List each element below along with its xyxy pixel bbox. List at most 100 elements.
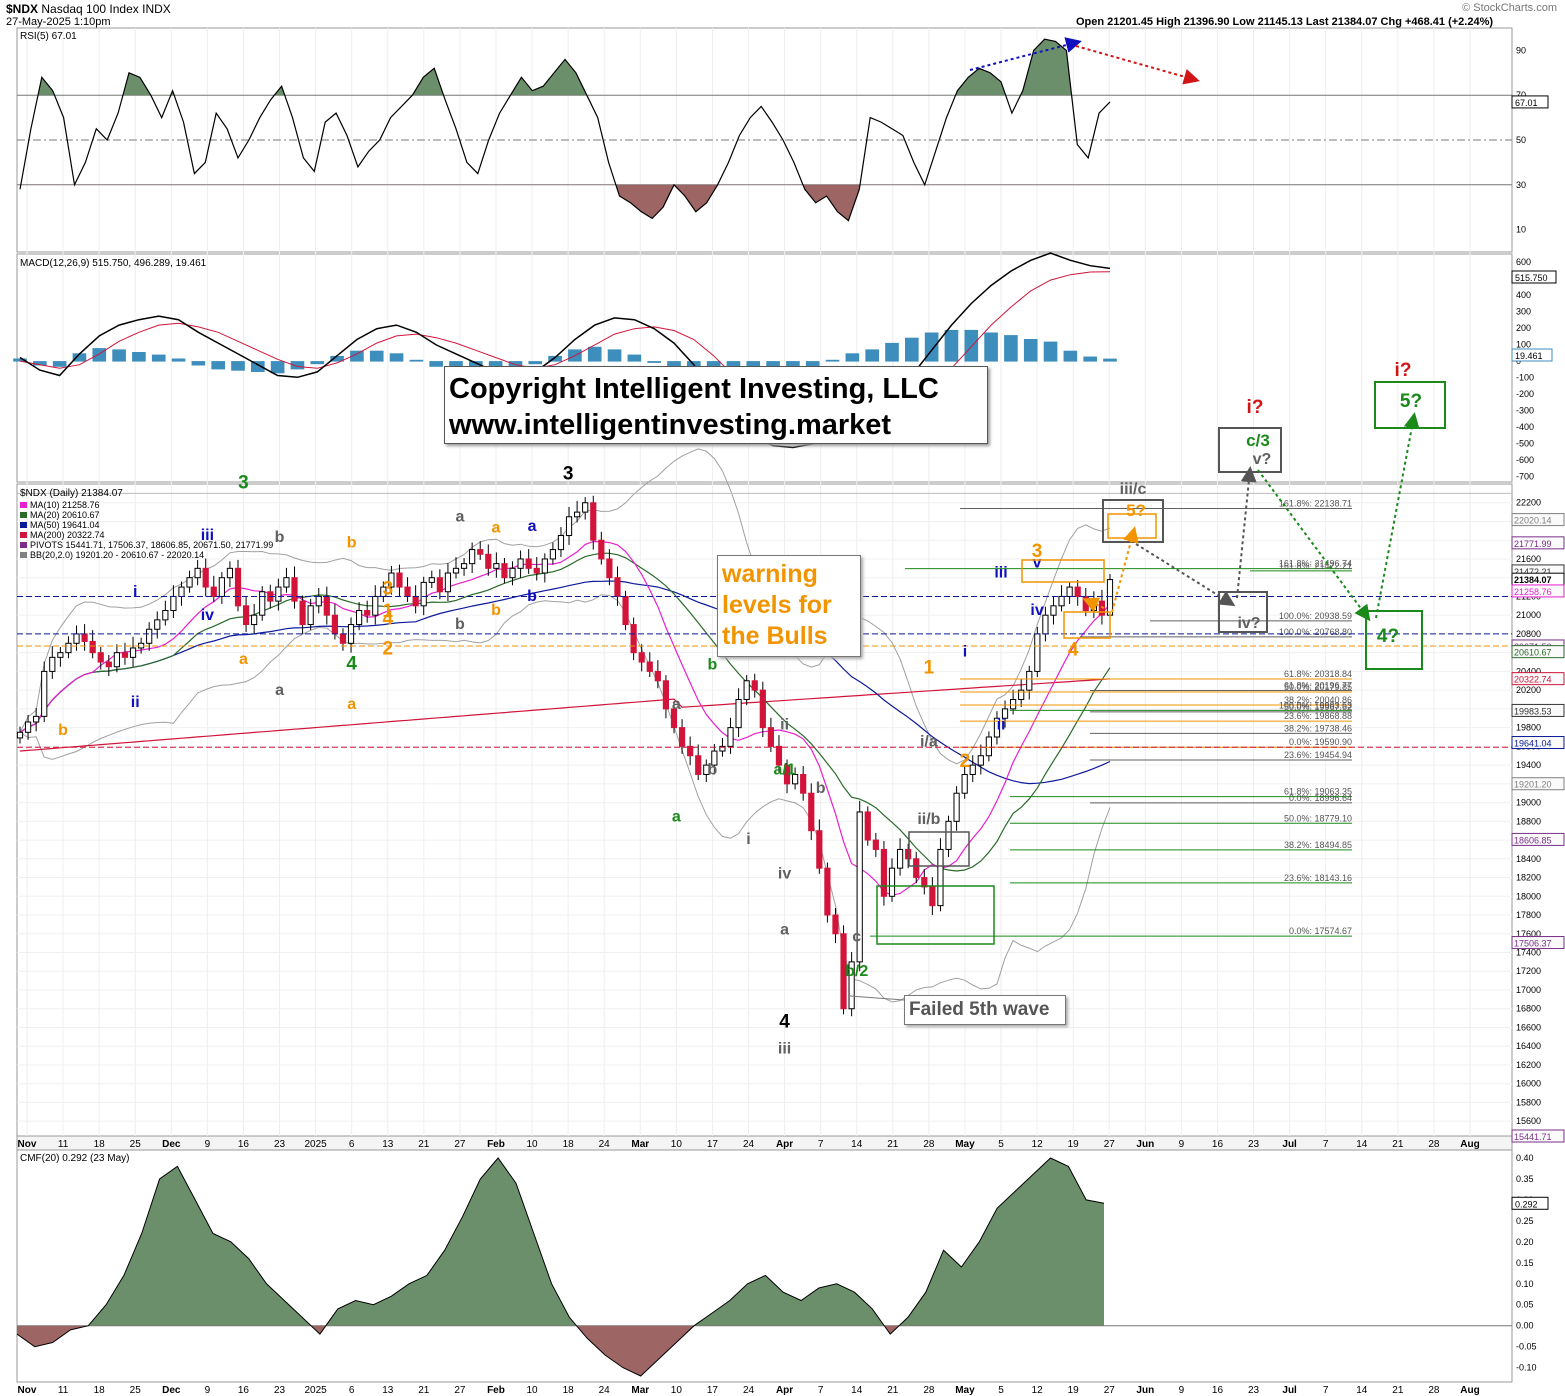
date-tick-label: Mar <box>631 1139 649 1150</box>
candle-body <box>565 516 573 537</box>
chart-date: 27-May-2025 1:10pm <box>6 16 111 28</box>
wave-label: 1 <box>924 657 935 678</box>
date-tick-label: 9 <box>1179 1139 1185 1150</box>
price-tick-label: 17400 <box>1516 948 1541 958</box>
price-tag-box <box>1511 513 1565 527</box>
warning-levels-callout: warning levels for the Bulls <box>717 555 861 657</box>
date-tick-label: 27 <box>454 1139 466 1150</box>
candle-body <box>856 811 863 963</box>
wave-label: 4 <box>779 1011 790 1032</box>
date-tick-label: 19 <box>1068 1139 1080 1150</box>
candle-body <box>670 708 678 729</box>
candle-body <box>202 567 209 588</box>
date-tick-label-bottom: 28 <box>923 1385 935 1396</box>
candle-body <box>1026 670 1033 691</box>
wave-label: iii <box>201 527 214 544</box>
macd-histogram-bar <box>805 361 820 369</box>
candle-body <box>646 661 653 672</box>
macd-last-value: 515.750 <box>1515 273 1548 283</box>
fib-level-label: 50.0%: 18779.10 <box>1284 813 1352 823</box>
candle-body <box>315 595 322 607</box>
price-tick-label: 17000 <box>1516 985 1541 995</box>
wave-label: b <box>708 657 718 674</box>
cmf-positive-area <box>17 1158 1104 1326</box>
wave-label: a <box>780 922 789 939</box>
price-tag-value: 21258.76 <box>1514 587 1552 597</box>
macd-histogram-bar <box>211 361 225 370</box>
fib-level-label: 38.2%: 18494.85 <box>1284 840 1352 850</box>
date-tick-label: 23 <box>1248 1139 1260 1150</box>
macd-tick-label: -700 <box>1516 472 1534 482</box>
macd-histogram-bar <box>369 350 384 362</box>
date-axis-strip <box>16 1135 1513 1151</box>
rsi-tick-label: 90 <box>1516 45 1526 55</box>
candle-body <box>41 670 48 717</box>
watermark-line2: www.intelligentinvesting.market <box>449 409 892 441</box>
candle-body <box>751 680 758 691</box>
price-tick-label: 15600 <box>1516 1116 1541 1126</box>
warning-line3: the Bulls <box>722 622 828 650</box>
wave-label: a <box>528 518 537 535</box>
date-tick-label-bottom: 28 <box>1428 1385 1440 1396</box>
cmf-tick-label: 0.15 <box>1516 1258 1534 1268</box>
candle-body <box>331 614 338 635</box>
date-tick-label-bottom: 18 <box>94 1385 106 1396</box>
candle-body <box>33 715 40 723</box>
price-tag-value: 19983.53 <box>1514 706 1552 716</box>
wave-label: iii <box>778 1041 791 1058</box>
fib-level-label: 23.6%: 18143.16 <box>1284 873 1352 883</box>
rsi-tick-label: 10 <box>1516 225 1526 235</box>
price-tag-value: 19641.04 <box>1514 739 1552 749</box>
fib-level-label: 38.2%: 20040.86 <box>1284 695 1352 705</box>
fib-level-label: 161.8%: 21496.74 <box>1279 559 1352 569</box>
candle-body <box>840 933 847 1010</box>
macd-histogram-bar <box>469 361 483 371</box>
warning-line2: levels for <box>722 591 832 619</box>
price-tick-label: 18400 <box>1516 854 1541 864</box>
legend-swatch <box>20 512 27 518</box>
macd-histogram-bar <box>587 346 602 362</box>
candle-body <box>945 820 952 850</box>
cmf-tick-label: 0.25 <box>1516 1216 1534 1226</box>
macd-histogram-bar <box>905 337 919 362</box>
macd-tick-label: -100 <box>1516 373 1534 383</box>
date-tick-label: 28 <box>1428 1139 1440 1150</box>
price-tick-label: 17200 <box>1516 966 1541 976</box>
rsi-tick-label: 30 <box>1516 180 1526 190</box>
rsi-last-box <box>1511 95 1549 109</box>
chart-symbol-title: $NDX Nasdaq 100 Index INDX <box>6 2 171 16</box>
macd-hist-last-value: 19.461 <box>1515 351 1543 361</box>
candle-body <box>864 811 871 841</box>
date-tick-label-bottom: 10 <box>526 1385 538 1396</box>
macd-histogram-bar <box>1063 350 1078 362</box>
price-tag-value: 21472.21 <box>1514 567 1552 577</box>
date-tick-label: May <box>955 1139 975 1150</box>
date-tick-label: 14 <box>851 1139 863 1150</box>
candle-body <box>598 539 605 560</box>
legend-entry: MA(10) 21258.76 <box>30 500 100 510</box>
cmf-tick-label: 0.35 <box>1516 1174 1534 1184</box>
candle-body <box>832 914 839 935</box>
candle-body <box>880 848 888 897</box>
date-tick-label: 7 <box>1323 1139 1329 1150</box>
candle-body <box>477 549 484 555</box>
candle-body <box>396 572 403 588</box>
bollinger-lower <box>19 594 1111 1003</box>
cmf-tick-label: 0.10 <box>1516 1279 1534 1289</box>
date-tick-label-bottom: 11 <box>58 1385 69 1396</box>
fib-level-label: 100.0%: 20938.59 <box>1279 611 1352 621</box>
price-tag-box <box>1511 936 1565 950</box>
macd-histogram-bar <box>171 358 186 362</box>
date-tick-label-bottom: 9 <box>1179 1385 1185 1396</box>
legend-swatch <box>20 552 27 558</box>
date-tick-label-bottom: 13 <box>382 1385 394 1396</box>
date-tick-label-bottom: 27 <box>454 1385 466 1396</box>
date-tick-label: 10 <box>526 1139 538 1150</box>
ma10-line <box>19 541 1111 896</box>
date-tick-label-bottom: Apr <box>776 1385 793 1396</box>
candle-body <box>178 586 185 597</box>
candle-body <box>97 652 104 663</box>
cmf-line <box>16 1157 1105 1377</box>
quote-summary: Open 21201.45 High 21396.90 Low 21145.13… <box>1076 16 1494 28</box>
candle-body <box>1058 595 1065 607</box>
